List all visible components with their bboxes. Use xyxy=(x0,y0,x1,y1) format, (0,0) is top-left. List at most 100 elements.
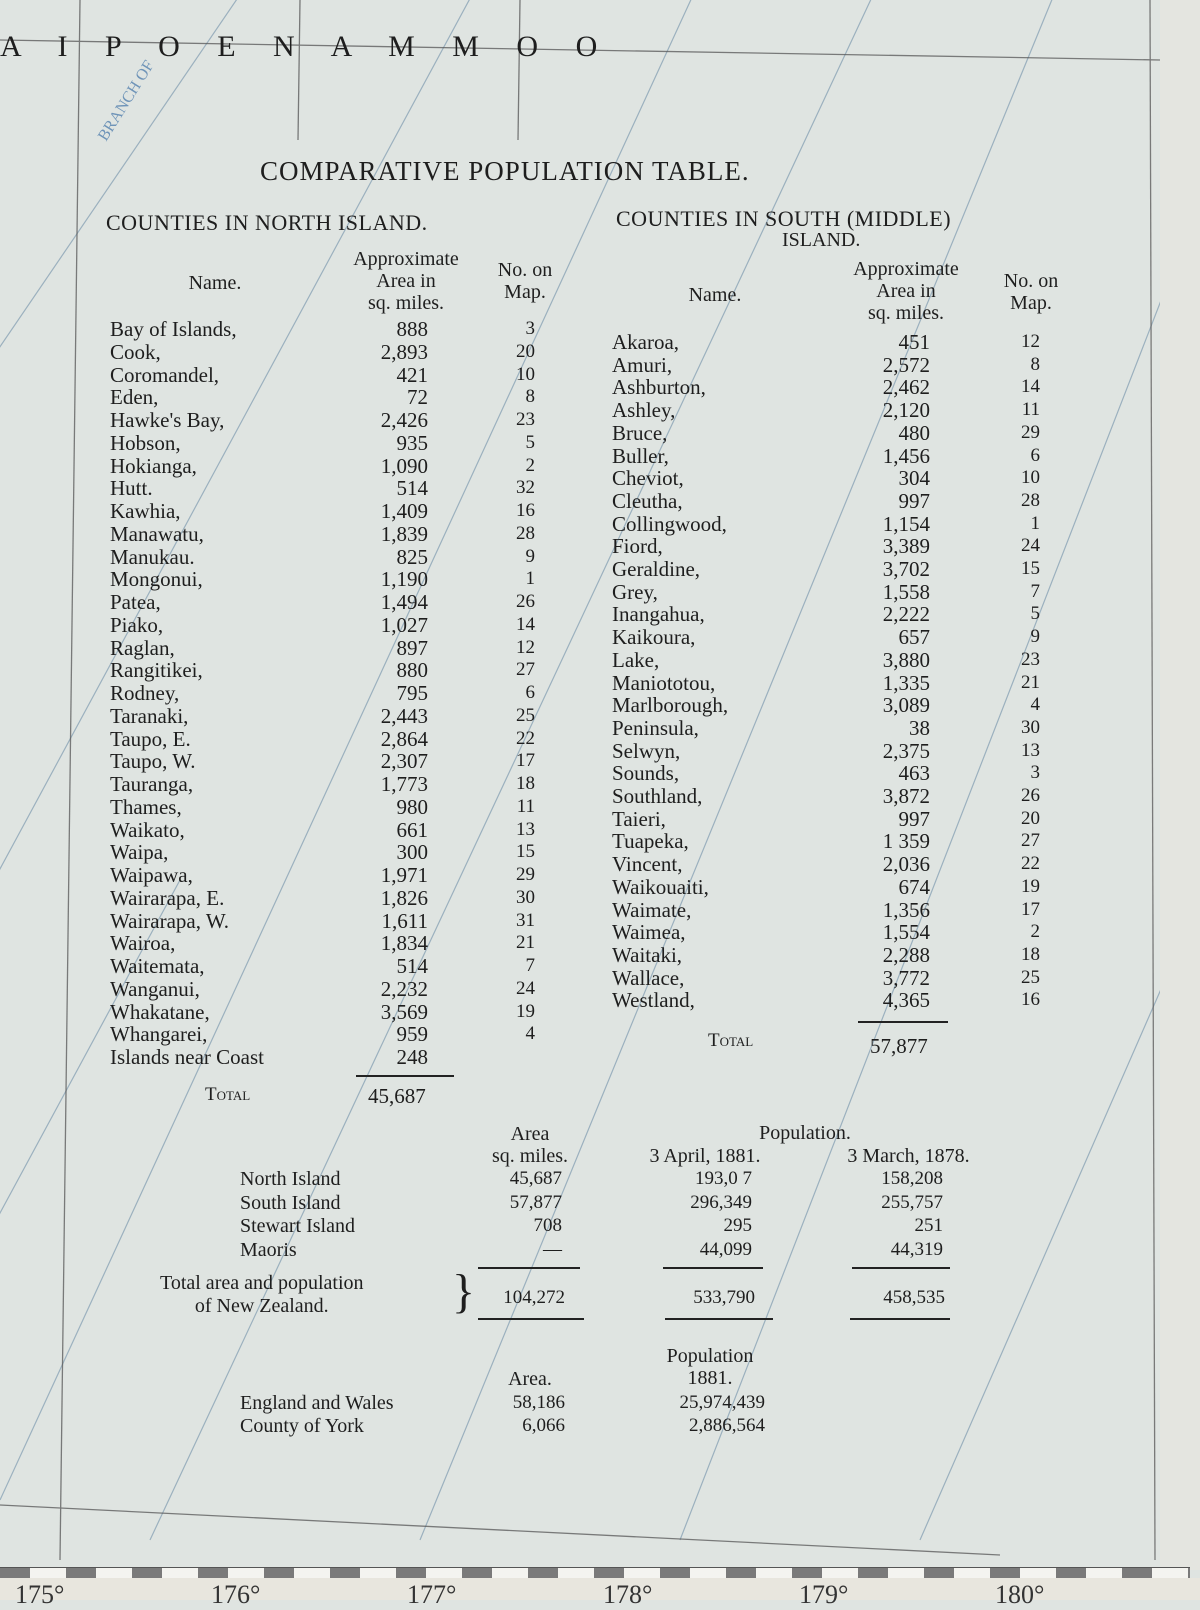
county-name: Raglan, xyxy=(110,635,175,660)
county-area: 795 xyxy=(396,681,429,705)
county-map-number: 25 xyxy=(1021,966,1040,988)
county-map-number: 3 xyxy=(525,318,536,339)
county-area: 2,288 xyxy=(882,942,930,967)
longitude-label: 179° xyxy=(799,1580,849,1609)
county-map-number: 8 xyxy=(525,386,536,408)
region-population-1878: 255,757 xyxy=(881,1191,943,1213)
county-area: 2,864 xyxy=(380,726,428,751)
summary-rule xyxy=(850,1318,950,1320)
county-map-number: 18 xyxy=(516,773,535,794)
county-area: 880 xyxy=(396,658,429,683)
county-name: Maniototou, xyxy=(612,670,716,695)
county-area: 1,027 xyxy=(380,612,428,637)
county-area: 2,120 xyxy=(882,398,930,423)
south-col-area-line: sq. miles. xyxy=(867,302,945,324)
county-area: 1,190 xyxy=(380,567,428,592)
county-map-number: 17 xyxy=(1021,898,1040,920)
county-name: Amuri, xyxy=(612,352,673,377)
summary-col-area: Area sq. miles. xyxy=(470,1123,590,1167)
county-map-number: 27 xyxy=(516,659,535,681)
south-col-no-line: Map. xyxy=(1010,292,1052,314)
county-map-number: 24 xyxy=(516,977,535,999)
north-col-area-line: sq. miles. xyxy=(367,292,445,314)
county-map-number: 19 xyxy=(1021,875,1040,897)
county-area: 1,611 xyxy=(381,908,428,933)
region-name: North Island xyxy=(240,1168,341,1190)
county-area: 3,872 xyxy=(882,784,930,808)
county-name: Hawke's Bay, xyxy=(110,408,225,432)
region-area: 58,186 xyxy=(512,1392,565,1413)
county-area: 674 xyxy=(898,874,931,899)
north-col-name: Name. xyxy=(188,272,242,294)
south-col-no-line: No. on xyxy=(1003,270,1059,292)
county-area: 514 xyxy=(396,954,429,978)
county-map-number: 22 xyxy=(516,727,535,749)
county-area: 1,154 xyxy=(882,511,930,536)
region-population-1881: 296,349 xyxy=(690,1191,752,1213)
region-name: Stewart Island xyxy=(240,1215,355,1237)
county-name: Westland, xyxy=(612,988,695,1013)
region-name: England and Wales xyxy=(240,1392,394,1414)
summary-col-area-line: Area xyxy=(510,1123,550,1145)
county-area: 2,036 xyxy=(882,852,930,877)
county-name: Grey, xyxy=(612,579,658,604)
county-name: Southland, xyxy=(612,784,703,808)
county-map-number: 26 xyxy=(516,591,535,612)
county-map-number: 14 xyxy=(516,613,535,635)
county-area: 2,375 xyxy=(882,738,930,763)
south-col-area-line: Approximate xyxy=(853,258,959,280)
county-area: 1,773 xyxy=(380,772,428,796)
county-map-number: 1 xyxy=(525,568,536,590)
county-name: Geraldine, xyxy=(612,557,701,581)
county-area: 72 xyxy=(407,385,428,410)
county-name: Fiord, xyxy=(612,534,663,559)
county-area: 1,834 xyxy=(380,931,428,956)
summary-total-label: Total area and population of New Zealand… xyxy=(160,1272,364,1318)
summary-col-area-line: sq. miles. xyxy=(491,1145,569,1167)
county-map-number: 20 xyxy=(1021,807,1040,829)
summary-total-1878: 458,535 xyxy=(883,1287,945,1308)
county-name: Manukau. xyxy=(110,544,195,569)
county-name: Buller, xyxy=(612,443,669,468)
summary-total-area: 104,272 xyxy=(503,1287,565,1308)
south-col-area-line: Area in xyxy=(876,280,936,302)
county-map-number: 15 xyxy=(516,841,535,863)
county-name: Patea, xyxy=(110,590,161,614)
region-area: — xyxy=(543,1238,562,1260)
county-name: Taupo, W. xyxy=(110,749,196,774)
county-area: 935 xyxy=(396,430,429,455)
map-margin xyxy=(0,1578,1200,1600)
summary-col-1881: 3 April, 1881. xyxy=(649,1145,761,1167)
county-area: 2,572 xyxy=(882,352,930,377)
county-map-number: 9 xyxy=(525,545,536,567)
region-name: South Island xyxy=(240,1191,341,1214)
north-col-area-line: Approximate xyxy=(353,248,459,270)
county-name: Thames, xyxy=(110,794,182,819)
county-area: 997 xyxy=(898,488,931,513)
region-name: Maoris xyxy=(240,1238,297,1261)
county-name: Ashburton, xyxy=(612,375,706,400)
summary-rule xyxy=(663,1267,763,1269)
north-col-area-line: Area in xyxy=(376,270,436,292)
county-name: Tauranga, xyxy=(110,772,194,796)
county-map-number: 30 xyxy=(516,886,535,908)
region-area: 45,687 xyxy=(509,1168,562,1189)
region-population-1881: 295 xyxy=(723,1215,753,1236)
county-area: 3,880 xyxy=(882,647,930,672)
county-area: 3,772 xyxy=(882,965,930,990)
county-map-number: 9 xyxy=(1030,626,1041,648)
county-area: 1,554 xyxy=(882,920,930,945)
county-map-number: 4 xyxy=(525,1023,536,1045)
county-map-number: 16 xyxy=(1021,989,1040,1011)
county-name: Wairarapa, W. xyxy=(110,908,230,933)
county-name: Hobson, xyxy=(110,430,181,455)
county-area: 304 xyxy=(898,466,931,491)
county-area: 657 xyxy=(898,625,931,650)
county-name: Cleutha, xyxy=(612,488,683,513)
county-map-number: 22 xyxy=(1021,853,1040,875)
comparison-col-population: Population 1881. xyxy=(650,1345,770,1389)
county-name: Collingwood, xyxy=(612,511,727,536)
county-area: 2,462 xyxy=(882,375,930,400)
comparison-col-area: Area. xyxy=(508,1368,552,1390)
county-map-number: 31 xyxy=(516,909,535,931)
